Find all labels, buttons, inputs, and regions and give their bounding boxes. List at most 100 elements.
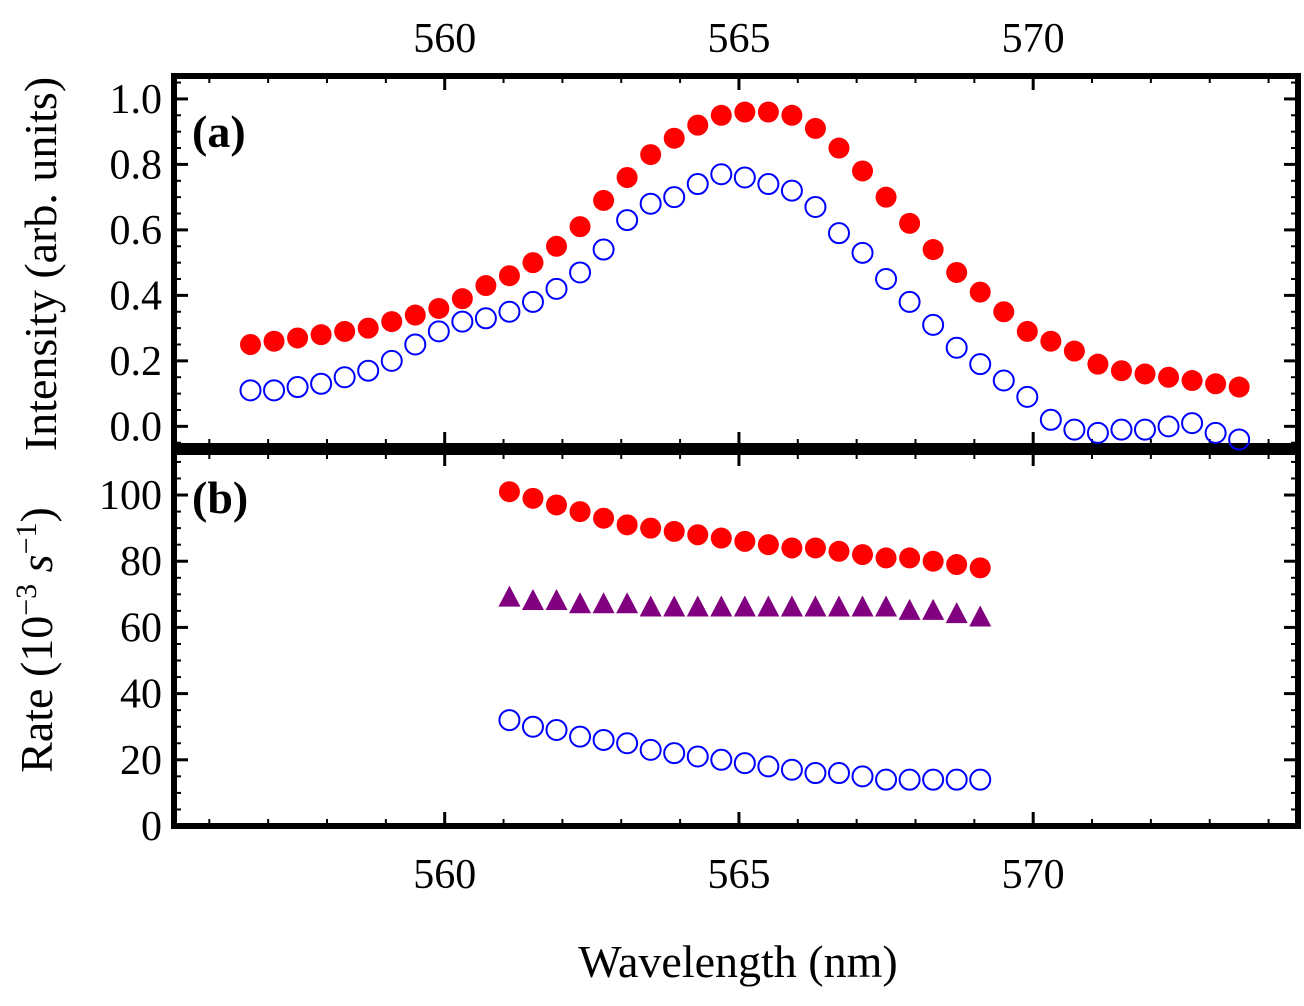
panel-a-ytick-label: 1.0 [110, 77, 163, 123]
panel-b-triangle-point [616, 592, 639, 614]
panel-b-ytick-label: 20 [120, 738, 162, 784]
ylabel-suffix: ) [11, 507, 62, 522]
panel-a-open-point [474, 307, 497, 330]
panel-a-open-point [969, 353, 992, 376]
panel-a-open-point [1086, 421, 1109, 444]
panel-b-filled-point [899, 547, 921, 569]
panel-a-ytick-label: 0.8 [110, 142, 163, 188]
panel-b-triangle-point [639, 595, 662, 617]
panel-a-open-point [1063, 418, 1086, 441]
top-xtick-label: 560 [413, 16, 476, 62]
panel-b-filled-point [687, 524, 709, 546]
panel-b-open-point [945, 768, 968, 791]
panel-a-open-point [780, 179, 803, 202]
panel-a-filled-point [616, 167, 638, 189]
panel-a-filled-point [334, 320, 356, 342]
panel-b-triangle-point [592, 592, 615, 614]
panel-a-open-point [922, 313, 945, 336]
panel-frames [171, 73, 1301, 829]
panel-a-filled-point [710, 104, 732, 126]
ylabel-prefix: Rate (10 [11, 616, 62, 773]
panel-a-filled-point [852, 160, 874, 182]
panel-a-filled-point [946, 261, 968, 283]
panel-a-open-point [498, 300, 521, 323]
panel-b-triangle-point [663, 595, 686, 617]
panel-a-filled-point [475, 275, 497, 297]
panel-a-open-point [827, 222, 850, 245]
bottom-xtick-label: 565 [707, 852, 770, 898]
panel-b-open-point [898, 768, 921, 791]
panel-a-open-point [1016, 385, 1039, 408]
panel-b-filled-point [969, 557, 991, 579]
panel-a-open-point [1110, 418, 1133, 441]
panel-a-filled-point [922, 239, 944, 261]
panel-a-filled-point [1158, 366, 1180, 388]
panel-b-filled-point [922, 550, 944, 572]
panel-a-filled-point [1205, 373, 1227, 395]
panel-a-open-point [545, 277, 568, 300]
panel-a-filled-point [569, 216, 591, 238]
panel-a-open-point [686, 173, 709, 196]
panel-a-filled-point [734, 101, 756, 123]
panel-a-filled-point [804, 117, 826, 139]
panel-b-triangle-point [875, 595, 898, 617]
panel-b-open-point [569, 725, 592, 748]
panel-b-filled-point [804, 537, 826, 559]
panel-a-open-point [239, 379, 262, 402]
panel-a-open-point [333, 366, 356, 389]
panel-a-filled-point [451, 288, 473, 310]
panel-a-marks [239, 101, 1251, 451]
panel-b-triangle-point [804, 595, 827, 617]
panel-b-filled-point [616, 514, 638, 536]
panel-b-filled-point [569, 501, 591, 523]
panel-b-triangle-point [733, 595, 756, 617]
panel-b-marks [498, 481, 992, 791]
panel-b-triangle-point [969, 605, 992, 627]
panel-a-filled-point [428, 297, 450, 319]
panel-a-filled-point [404, 304, 426, 326]
panel-a-filled-point [781, 104, 803, 126]
panel-b-filled-point [757, 534, 779, 556]
panel-b-open-point [851, 765, 874, 788]
panel-b-open-point [827, 762, 850, 785]
bottom-xtick-label: 560 [413, 852, 476, 898]
panel-a-filled-point [1040, 330, 1062, 352]
panel-b-triangle-point [521, 588, 544, 610]
panel-b-filled-point [498, 481, 520, 503]
panel-a-open-point [1039, 408, 1062, 431]
panel-a-open-point [569, 261, 592, 284]
panel-a-open-point [1157, 415, 1180, 438]
panel-a-open-point [380, 349, 403, 372]
panel-a-open-point [1133, 418, 1156, 441]
panel-a-open-point [616, 209, 639, 232]
panel-b-triangle-point [922, 598, 945, 620]
top-xtick-label: 565 [707, 16, 770, 62]
panel-b-open-point [498, 709, 521, 732]
panel-a-filled-point [1134, 363, 1156, 385]
panel-a-open-point [521, 290, 544, 313]
panel-a-filled-point [1063, 340, 1085, 362]
panel-b-tag: (b) [192, 472, 248, 523]
panel-b-filled-point [593, 507, 615, 529]
panel-b-filled-point [546, 494, 568, 516]
panel-a-open-point [286, 376, 309, 399]
panel-b-filled-point [522, 487, 544, 509]
axis-ticks [174, 76, 1298, 828]
panel-b-open-point [663, 742, 686, 765]
panel-a-open-point [710, 163, 733, 186]
panel-a-open-point [875, 268, 898, 291]
ylabel-exp2: −1 [10, 522, 43, 554]
panel-b-triangle-point [498, 585, 521, 607]
panel-b-triangle-point [686, 595, 709, 617]
panel-b-filled-point [828, 540, 850, 562]
panel-a-ytick-label: 0.0 [110, 404, 163, 450]
panel-a-filled-point [640, 144, 662, 166]
panel-b-open-point [922, 768, 945, 791]
panel-a-open-point [898, 290, 921, 313]
panel-b-filled-point [710, 527, 732, 549]
panel-b-open-point [616, 732, 639, 755]
panel-b-filled-point [946, 554, 968, 576]
panel-a-open-point [263, 379, 286, 402]
panel-b-open-point [545, 719, 568, 742]
